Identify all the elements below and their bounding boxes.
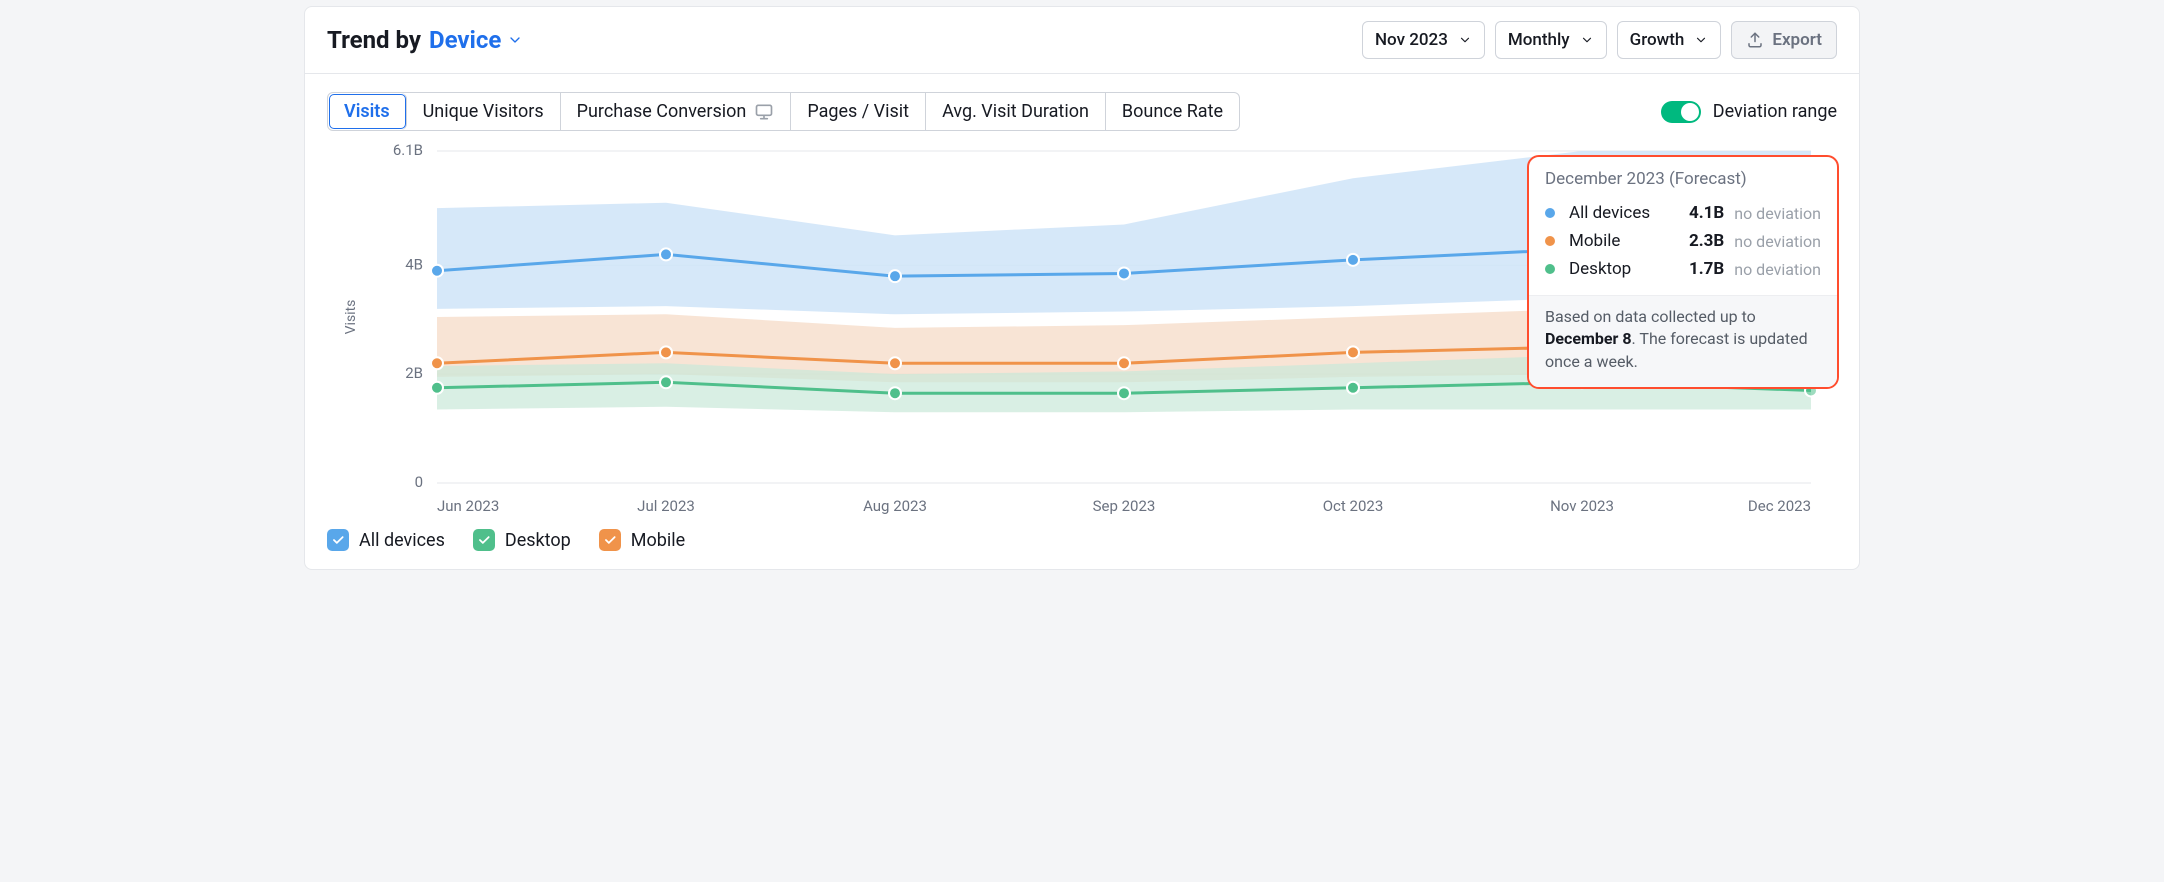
tab-label: Unique Visitors	[423, 101, 544, 122]
svg-text:0: 0	[415, 473, 423, 491]
monitor-icon	[754, 102, 774, 122]
legend-checkbox	[327, 529, 349, 551]
chevron-down-icon	[1580, 33, 1594, 47]
panel-title: Trend by Device	[327, 26, 523, 54]
export-icon	[1746, 31, 1764, 49]
chevron-down-icon	[507, 32, 523, 48]
granularity-dropdown[interactable]: Monthly	[1495, 21, 1607, 59]
date-label: Nov 2023	[1375, 30, 1448, 50]
chevron-down-icon	[1458, 33, 1472, 47]
legend-item-mobile[interactable]: Mobile	[599, 529, 685, 551]
legend-label: Mobile	[631, 530, 685, 551]
svg-text:4B: 4B	[405, 255, 423, 273]
svg-text:Aug 2023: Aug 2023	[863, 497, 927, 515]
tab-visits[interactable]: Visits	[328, 93, 407, 130]
panel-subheader: Visits Unique Visitors Purchase Conversion…	[305, 74, 1859, 141]
svg-text:Visits: Visits	[343, 300, 359, 335]
export-label: Export	[1772, 30, 1822, 50]
tab-label: Avg. Visit Duration	[942, 101, 1089, 122]
legend-label: Desktop	[505, 530, 571, 551]
legend-item-desktop[interactable]: Desktop	[473, 529, 571, 551]
header-controls: Nov 2023 Monthly Growth Export	[1362, 21, 1837, 59]
legend-label: All devices	[359, 530, 445, 551]
svg-text:Nov 2023: Nov 2023	[1550, 497, 1614, 515]
deviation-label: Deviation range	[1713, 101, 1837, 122]
title-prefix: Trend by	[327, 26, 421, 54]
chart-legend: All devices Desktop Mobile	[305, 525, 1859, 569]
line-chart: 0 2B 4B 6.1B Visits Jun 2023 Jul 2023 Aug 2023 S…	[327, 141, 1837, 521]
tab-bounce-rate[interactable]: Bounce Rate	[1106, 93, 1239, 130]
legend-checkbox	[473, 529, 495, 551]
svg-text:Sep 2023: Sep 2023	[1093, 497, 1156, 515]
date-dropdown[interactable]: Nov 2023	[1362, 21, 1485, 59]
trend-panel: Trend by Device Nov 2023 Monthly Growth …	[304, 6, 1860, 570]
svg-text:6.1B: 6.1B	[393, 141, 423, 159]
dimension-dropdown[interactable]: Device	[429, 26, 523, 54]
mode-dropdown[interactable]: Growth	[1617, 21, 1722, 59]
tab-pages-visit[interactable]: Pages / Visit	[791, 93, 926, 130]
svg-text:Dec 2023: Dec 2023	[1748, 497, 1811, 515]
svg-text:Jul 2023: Jul 2023	[637, 497, 695, 515]
tab-label: Visits	[344, 101, 390, 122]
tab-label: Purchase Conversion	[577, 101, 747, 122]
panel-header: Trend by Device Nov 2023 Monthly Growth …	[305, 7, 1859, 74]
tab-unique-visitors[interactable]: Unique Visitors	[407, 93, 561, 130]
chevron-down-icon	[1694, 33, 1708, 47]
export-button[interactable]: Export	[1731, 21, 1837, 59]
svg-text:Jun 2023: Jun 2023	[437, 497, 499, 515]
chart-area: 0 2B 4B 6.1B Visits Jun 2023 Jul 2023 Aug 2023 S…	[305, 141, 1859, 525]
metric-tabs: Visits Unique Visitors Purchase Conversion…	[327, 92, 1240, 131]
tab-label: Pages / Visit	[807, 101, 909, 122]
legend-item-all-devices[interactable]: All devices	[327, 529, 445, 551]
svg-text:Oct 2023: Oct 2023	[1323, 497, 1384, 515]
tab-avg-visit-duration[interactable]: Avg. Visit Duration	[926, 93, 1106, 130]
toggle-switch[interactable]	[1661, 101, 1701, 123]
tab-label: Bounce Rate	[1122, 101, 1223, 122]
svg-text:2B: 2B	[405, 364, 423, 382]
granularity-label: Monthly	[1508, 30, 1570, 50]
legend-checkbox	[599, 529, 621, 551]
tab-purchase-conversion[interactable]: Purchase Conversion	[561, 93, 792, 130]
deviation-toggle: Deviation range	[1661, 101, 1837, 123]
dimension-label: Device	[429, 26, 501, 54]
mode-label: Growth	[1630, 30, 1685, 50]
